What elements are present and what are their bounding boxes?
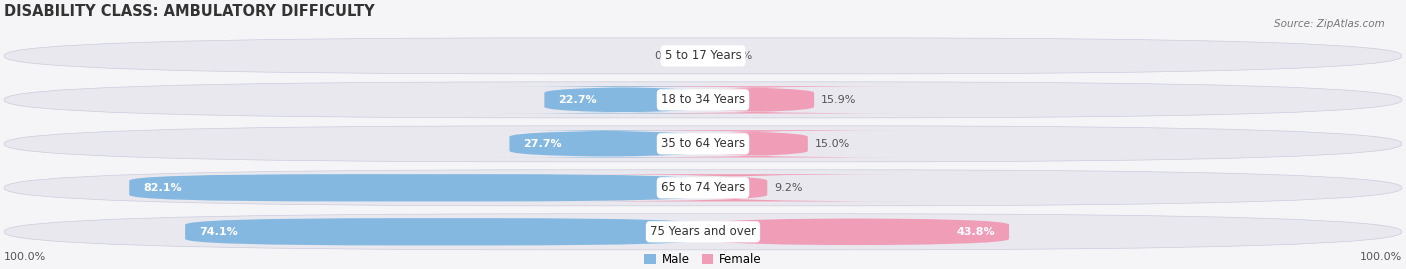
Text: 75 Years and over: 75 Years and over (650, 225, 756, 238)
Text: 74.1%: 74.1% (200, 227, 238, 237)
Text: 5 to 17 Years: 5 to 17 Years (665, 49, 741, 62)
FancyBboxPatch shape (186, 218, 703, 245)
Text: Source: ZipAtlas.com: Source: ZipAtlas.com (1274, 19, 1385, 29)
Text: 0.0%: 0.0% (724, 51, 752, 61)
FancyBboxPatch shape (605, 86, 912, 114)
Text: 15.0%: 15.0% (815, 139, 851, 149)
FancyBboxPatch shape (129, 174, 703, 201)
FancyBboxPatch shape (4, 38, 1402, 74)
Text: 100.0%: 100.0% (4, 252, 46, 262)
Legend: Male, Female: Male, Female (644, 253, 762, 266)
Text: 0.0%: 0.0% (654, 51, 682, 61)
Text: 9.2%: 9.2% (775, 183, 803, 193)
FancyBboxPatch shape (494, 86, 754, 114)
Text: 43.8%: 43.8% (956, 227, 995, 237)
Text: 35 to 64 Years: 35 to 64 Years (661, 137, 745, 150)
FancyBboxPatch shape (4, 170, 1402, 206)
Text: DISABILITY CLASS: AMBULATORY DIFFICULTY: DISABILITY CLASS: AMBULATORY DIFFICULTY (4, 4, 375, 19)
Text: 27.7%: 27.7% (523, 139, 562, 149)
Text: 82.1%: 82.1% (143, 183, 181, 193)
FancyBboxPatch shape (4, 82, 1402, 118)
FancyBboxPatch shape (558, 174, 912, 201)
FancyBboxPatch shape (4, 126, 1402, 162)
FancyBboxPatch shape (703, 218, 1010, 245)
Text: 18 to 34 Years: 18 to 34 Years (661, 93, 745, 106)
Text: 65 to 74 Years: 65 to 74 Years (661, 181, 745, 194)
FancyBboxPatch shape (598, 130, 912, 157)
Text: 100.0%: 100.0% (1360, 252, 1402, 262)
FancyBboxPatch shape (4, 214, 1402, 250)
Text: 22.7%: 22.7% (558, 95, 598, 105)
Text: 15.9%: 15.9% (821, 95, 856, 105)
FancyBboxPatch shape (494, 130, 718, 157)
